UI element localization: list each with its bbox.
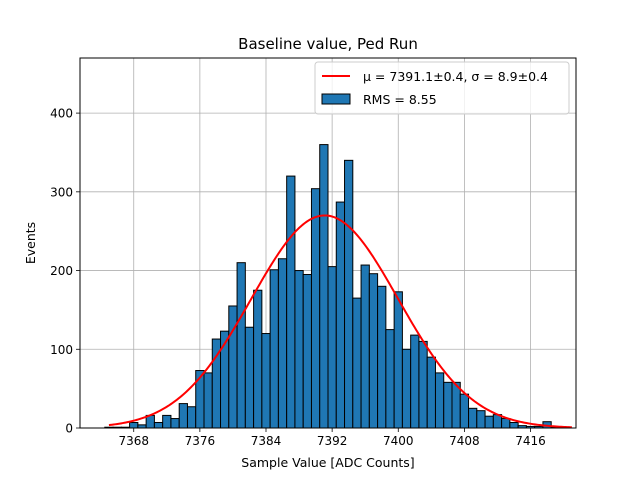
histogram-bar xyxy=(302,273,312,429)
histogram-bar xyxy=(170,418,180,429)
histogram-bar xyxy=(426,356,436,429)
histogram-bar xyxy=(261,333,271,429)
legend-hist-swatch xyxy=(321,93,351,105)
gaussian-fit xyxy=(108,214,572,429)
x-axis-ticks: 7368 7376 7384 7392 7400 7408 7416 xyxy=(118,428,546,448)
histogram-bar xyxy=(129,421,139,429)
x-tick-label: 7368 xyxy=(118,434,149,448)
histogram-bar xyxy=(418,340,428,429)
y-tick-label: 100 xyxy=(50,343,73,357)
y-tick-label: 0 xyxy=(65,422,73,436)
y-tick-label: 400 xyxy=(50,107,73,121)
histogram-bar xyxy=(220,330,230,429)
histogram-bar xyxy=(335,201,346,429)
legend-hist-label: RMS = 8.55 xyxy=(363,92,437,107)
histogram-bar xyxy=(195,370,205,429)
y-tick-label: 300 xyxy=(50,185,73,199)
histogram-bar xyxy=(286,175,296,429)
x-tick-label: 7376 xyxy=(185,434,216,448)
legend-box xyxy=(314,61,570,115)
histogram-bar xyxy=(277,258,288,429)
histogram-bar xyxy=(352,297,362,429)
histogram-bar xyxy=(443,381,453,429)
x-axis-label: Sample Value [ADC Counts] xyxy=(241,455,414,470)
x-tick-label: 7416 xyxy=(515,434,546,448)
histogram-bar xyxy=(153,421,164,429)
histogram-bar xyxy=(360,264,370,429)
histogram-bar xyxy=(401,348,412,429)
plot-frame xyxy=(79,57,577,429)
histogram-bar xyxy=(162,414,172,429)
histogram-bar xyxy=(344,159,354,429)
y-axis-ticks: 0 100 200 300 400 xyxy=(50,107,80,436)
histogram-bar xyxy=(434,372,445,429)
x-tick-label: 7384 xyxy=(251,434,282,448)
fit-curve xyxy=(108,214,572,429)
histogram-bar xyxy=(509,421,519,429)
histogram-bar xyxy=(410,334,420,429)
y-tick-label: 200 xyxy=(50,264,73,278)
histogram-bar xyxy=(253,289,263,429)
histogram-bar xyxy=(327,266,337,429)
y-axis-label: Events xyxy=(23,222,38,264)
histogram-bar xyxy=(484,415,494,429)
histogram-bar xyxy=(393,291,403,429)
legend-fit-label: μ = 7391.1±0.4, σ = 8.9±0.4 xyxy=(363,69,548,84)
x-tick-label: 7408 xyxy=(449,434,480,448)
chart-title: Baseline value, Ped Run xyxy=(238,35,418,53)
histogram-bar xyxy=(459,393,470,429)
histogram-bar xyxy=(377,285,387,429)
x-tick-label: 7392 xyxy=(317,434,348,448)
legend: μ = 7391.1±0.4, σ = 8.9±0.4 RMS = 8.55 xyxy=(314,61,570,115)
histogram-bar xyxy=(236,262,246,429)
histogram-bar xyxy=(501,418,511,429)
histogram-bar xyxy=(203,372,213,429)
histogram-bar xyxy=(186,406,197,429)
histogram-bar xyxy=(319,144,329,429)
histogram-bar xyxy=(476,410,486,429)
histogram-bar xyxy=(468,407,478,429)
histogram-bar xyxy=(385,329,395,429)
histogram-bar xyxy=(178,403,188,429)
histogram-bar xyxy=(244,326,255,429)
histogram-bar xyxy=(294,270,304,429)
histogram-bar xyxy=(368,273,379,429)
x-tick-label: 7400 xyxy=(383,434,414,448)
histogram-bar xyxy=(269,269,279,429)
histogram-bar xyxy=(310,188,321,429)
